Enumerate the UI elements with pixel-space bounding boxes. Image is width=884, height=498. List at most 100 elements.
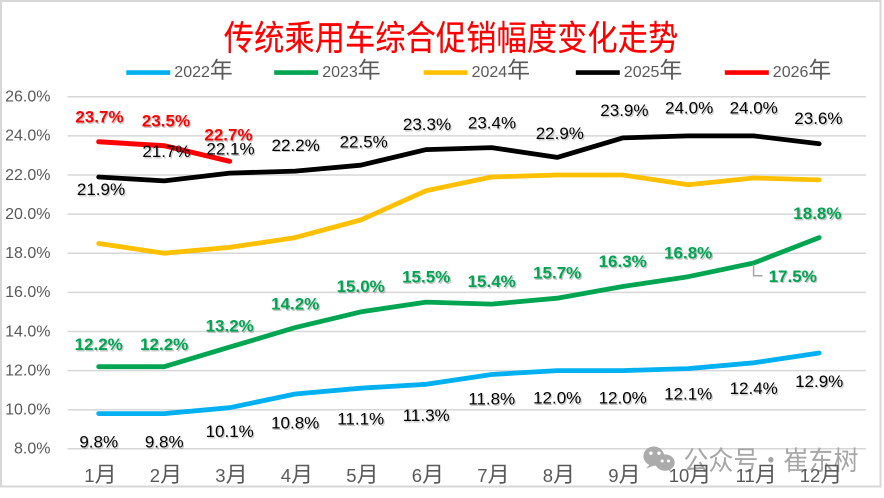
svg-text:21.7%: 21.7% (144, 143, 192, 162)
svg-text:14.2%: 14.2% (272, 296, 320, 315)
svg-text:9.8%: 9.8% (81, 434, 120, 453)
svg-text:16.8%: 16.8% (665, 245, 713, 264)
svg-text:23.9%: 23.9% (600, 101, 648, 120)
svg-text:7: 7 (477, 465, 487, 486)
svg-text:12.2%: 12.2% (141, 336, 189, 355)
svg-text:20.0%: 20.0% (5, 206, 50, 223)
svg-text:13.2%: 13.2% (207, 318, 255, 337)
svg-text:11.8%: 11.8% (468, 390, 515, 409)
svg-text:15.0%: 15.0% (338, 279, 386, 298)
svg-text:23.5%: 23.5% (142, 112, 190, 131)
svg-text:22.5%: 22.5% (340, 133, 388, 152)
svg-text:23.4%: 23.4% (468, 114, 516, 133)
svg-text:18.8%: 18.8% (794, 205, 842, 224)
svg-text:12.0%: 12.0% (5, 362, 50, 379)
svg-text:23.6%: 23.6% (794, 109, 842, 128)
svg-text:12.0%: 12.0% (600, 390, 648, 409)
svg-text:22.7%: 22.7% (206, 127, 254, 146)
svg-text:21.7%: 21.7% (142, 142, 190, 161)
svg-text:4: 4 (281, 465, 291, 486)
svg-text:1: 1 (84, 465, 94, 486)
svg-text:23.7%: 23.7% (75, 108, 123, 127)
svg-text:10.1%: 10.1% (206, 422, 254, 441)
svg-text:12.9%: 12.9% (796, 373, 844, 392)
svg-text:21.9%: 21.9% (78, 181, 126, 200)
svg-text:10.8%: 10.8% (271, 414, 319, 433)
svg-text:22.2%: 22.2% (271, 136, 319, 155)
svg-text:26.0%: 26.0% (5, 89, 50, 106)
svg-text:22.9%: 22.9% (537, 125, 585, 144)
svg-text:2026: 2026 (773, 64, 809, 81)
svg-text:23.9%: 23.9% (601, 103, 649, 122)
svg-text:12.1%: 12.1% (664, 385, 712, 404)
svg-text:16.3%: 16.3% (600, 253, 648, 272)
svg-text:12.4%: 12.4% (731, 380, 779, 399)
svg-text:22.1%: 22.1% (208, 141, 256, 160)
svg-text:14.0%: 14.0% (5, 323, 50, 340)
svg-text:23.6%: 23.6% (795, 110, 843, 129)
svg-text:18.0%: 18.0% (5, 245, 50, 262)
svg-text:15.5%: 15.5% (403, 269, 451, 288)
svg-text:22.7%: 22.7% (204, 125, 252, 144)
svg-text:3: 3 (215, 465, 225, 486)
svg-text:12: 12 (800, 465, 821, 486)
svg-text:2023: 2023 (322, 64, 358, 81)
svg-text:9: 9 (608, 465, 618, 486)
svg-text:12.0%: 12.0% (533, 389, 581, 408)
svg-text:13.2%: 13.2% (206, 317, 254, 336)
svg-text:23.4%: 23.4% (469, 115, 517, 134)
svg-text:12.2%: 12.2% (140, 335, 188, 354)
svg-text:10.0%: 10.0% (5, 402, 50, 419)
svg-text:2: 2 (150, 465, 160, 486)
svg-text:16.0%: 16.0% (5, 284, 50, 301)
svg-text:24.0%: 24.0% (730, 99, 778, 118)
svg-text:2022: 2022 (174, 64, 210, 81)
svg-text:12.9%: 12.9% (795, 372, 843, 391)
svg-text:12.0%: 12.0% (534, 390, 582, 409)
svg-text:23.5%: 23.5% (143, 113, 191, 132)
svg-text:24.0%: 24.0% (666, 100, 714, 119)
svg-text:23.3%: 23.3% (404, 117, 452, 136)
svg-text:10.8%: 10.8% (272, 415, 320, 434)
svg-text:23.7%: 23.7% (77, 109, 125, 128)
svg-text:17.5%: 17.5% (770, 268, 818, 287)
svg-text:14.2%: 14.2% (271, 295, 319, 314)
svg-text:15.7%: 15.7% (533, 264, 581, 283)
svg-text:2025: 2025 (624, 64, 660, 81)
svg-text:24.0%: 24.0% (731, 100, 779, 119)
svg-text:11.3%: 11.3% (403, 406, 450, 425)
svg-text:22.5%: 22.5% (341, 134, 389, 153)
svg-text:12.2%: 12.2% (76, 336, 124, 355)
svg-text:15.5%: 15.5% (402, 268, 450, 287)
svg-text:21.9%: 21.9% (77, 180, 125, 199)
svg-text:10: 10 (669, 465, 690, 486)
svg-text:9.8%: 9.8% (145, 433, 184, 452)
svg-text:9.8%: 9.8% (146, 434, 185, 453)
svg-text:22.9%: 22.9% (536, 124, 584, 143)
svg-text:16.3%: 16.3% (599, 252, 647, 271)
svg-text:8.0%: 8.0% (14, 441, 50, 458)
svg-text:16.8%: 16.8% (664, 244, 712, 263)
svg-text:24.0%: 24.0% (5, 128, 50, 145)
svg-text:24.0%: 24.0% (665, 99, 713, 118)
svg-text:11.1%: 11.1% (337, 410, 384, 429)
svg-text:12.4%: 12.4% (730, 379, 778, 398)
svg-text:12.2%: 12.2% (75, 335, 123, 354)
svg-text:17.5%: 17.5% (769, 267, 817, 286)
svg-text:15.7%: 15.7% (534, 265, 582, 284)
svg-text:23.3%: 23.3% (403, 115, 451, 134)
svg-text:5: 5 (346, 465, 356, 486)
svg-text:2024: 2024 (472, 64, 508, 81)
svg-text:22.1%: 22.1% (206, 140, 254, 159)
svg-text:15.4%: 15.4% (469, 273, 517, 292)
svg-text:12.1%: 12.1% (665, 386, 713, 405)
svg-text:15.4%: 15.4% (468, 272, 516, 291)
svg-text:8: 8 (543, 465, 553, 486)
svg-text:15.0%: 15.0% (337, 277, 385, 296)
svg-text:11.3%: 11.3% (404, 407, 451, 426)
svg-text:9.8%: 9.8% (79, 433, 118, 452)
svg-text:11: 11 (736, 465, 755, 486)
svg-text:22.2%: 22.2% (273, 137, 321, 156)
svg-text:11.1%: 11.1% (338, 411, 385, 430)
svg-text:18.8%: 18.8% (793, 204, 841, 223)
